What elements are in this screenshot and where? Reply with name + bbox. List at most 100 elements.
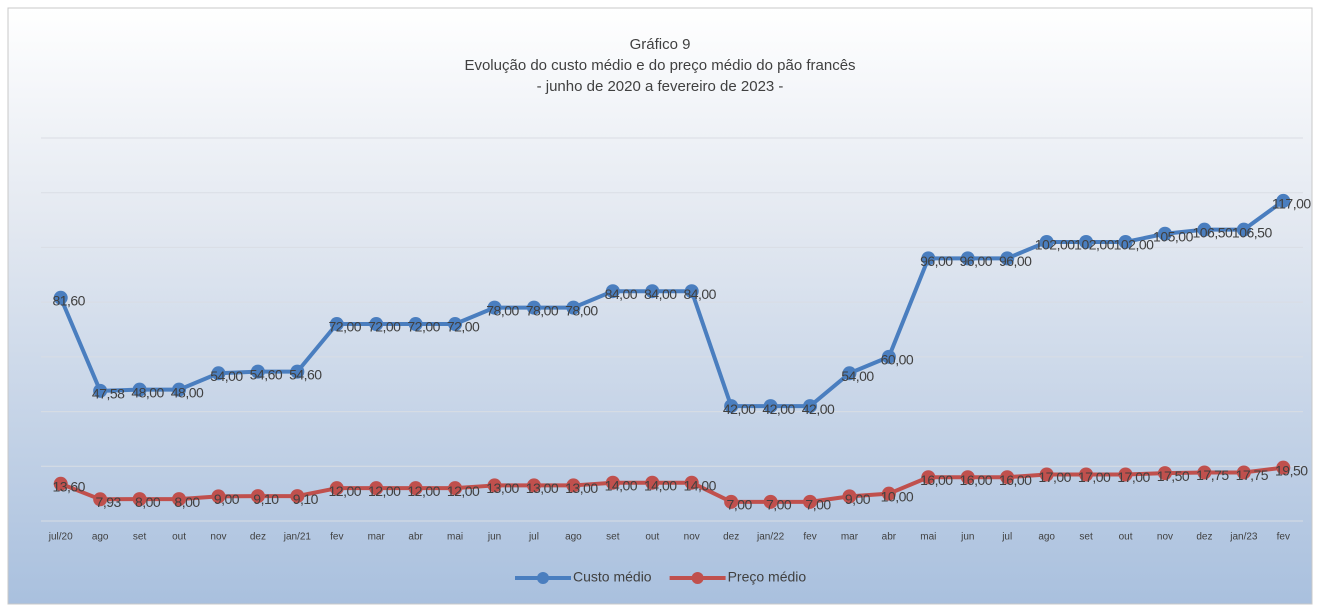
point — [724, 494, 739, 509]
data-label: 72,00 — [447, 319, 480, 335]
point — [53, 290, 68, 305]
data-label: 10,00 — [881, 488, 914, 504]
point — [724, 399, 739, 414]
x-tick-label: nov — [1157, 532, 1173, 543]
data-label: 7,00 — [766, 497, 792, 513]
x-tick-label: fev — [1277, 532, 1290, 543]
x-tick-label: jul — [528, 532, 539, 543]
point — [645, 284, 660, 299]
data-label: 19,50 — [1275, 462, 1308, 478]
point — [1039, 467, 1054, 482]
data-label: 14,00 — [644, 477, 677, 493]
point — [250, 489, 265, 504]
data-label: 9,00 — [214, 491, 240, 507]
data-label: 102,00 — [1035, 237, 1076, 253]
data-label: 105,00 — [1153, 228, 1194, 244]
data-label: 42,00 — [762, 401, 795, 417]
data-label: 7,93 — [96, 494, 122, 510]
point — [250, 364, 265, 379]
data-label: 7,00 — [727, 497, 753, 513]
point — [921, 470, 936, 485]
data-label: 96,00 — [999, 253, 1032, 269]
point — [172, 382, 187, 397]
chart-title: Gráfico 9 — [630, 36, 691, 53]
data-label: 48,00 — [131, 384, 164, 400]
data-label: 17,50 — [1157, 468, 1190, 484]
x-tick-label: jan/23 — [1229, 532, 1258, 543]
point — [93, 383, 108, 398]
x-tick-label: out — [1119, 532, 1133, 543]
point — [369, 317, 384, 332]
data-label: 9,10 — [293, 491, 319, 507]
x-tick-label: set — [606, 532, 620, 543]
data-label: 54,60 — [250, 366, 283, 382]
data-label: 17,75 — [1236, 467, 1269, 483]
point — [1236, 465, 1251, 480]
point — [132, 382, 147, 397]
point — [329, 317, 344, 332]
data-label: 7,00 — [805, 497, 831, 513]
data-label: 81,60 — [52, 292, 85, 308]
data-label: 72,00 — [407, 319, 440, 335]
data-label: 12,00 — [329, 483, 362, 499]
point — [1118, 467, 1133, 482]
point — [448, 481, 463, 496]
x-tick-label: out — [645, 532, 659, 543]
point — [645, 475, 660, 490]
x-tick-label: out — [172, 532, 186, 543]
point — [290, 489, 305, 504]
point — [566, 300, 581, 315]
x-tick-label: mai — [920, 532, 936, 543]
data-label: 47,58 — [92, 386, 125, 402]
data-label: 16,00 — [960, 472, 993, 488]
point — [1197, 222, 1212, 237]
legend-marker — [537, 572, 549, 584]
point — [408, 317, 423, 332]
data-label: 48,00 — [171, 384, 204, 400]
data-label: 42,00 — [802, 401, 835, 417]
data-label: 13,00 — [526, 480, 559, 496]
data-label: 54,00 — [210, 368, 243, 384]
data-label: 17,00 — [1038, 469, 1071, 485]
point — [448, 317, 463, 332]
point — [53, 476, 68, 491]
data-label: 84,00 — [644, 286, 677, 302]
point — [211, 366, 226, 381]
point — [1039, 234, 1054, 249]
x-tick-label: dez — [1196, 532, 1212, 543]
x-tick-label: abr — [408, 532, 423, 543]
x-tick-label: ago — [1038, 532, 1055, 543]
point — [487, 478, 502, 493]
data-label: 12,00 — [368, 483, 401, 499]
data-label: 13,60 — [52, 478, 85, 494]
x-tick-label: mar — [368, 532, 386, 543]
data-label: 96,00 — [960, 253, 993, 269]
x-tick-label: fev — [330, 532, 343, 543]
point — [408, 481, 423, 496]
point — [842, 489, 857, 504]
data-label: 72,00 — [329, 319, 362, 335]
data-label: 84,00 — [605, 286, 638, 302]
point — [526, 478, 541, 493]
x-tick-label: nov — [684, 532, 700, 543]
data-label: 102,00 — [1074, 237, 1115, 253]
x-tick-label: dez — [250, 532, 266, 543]
data-label: 12,00 — [407, 483, 440, 499]
data-label: 78,00 — [526, 302, 559, 318]
data-label: 8,00 — [135, 494, 161, 510]
point — [211, 489, 226, 504]
point — [763, 494, 778, 509]
data-label: 12,00 — [447, 483, 480, 499]
point — [172, 492, 187, 507]
data-label: 102,00 — [1114, 237, 1155, 253]
data-label: 17,00 — [1117, 469, 1150, 485]
legend-label: Preço médio — [728, 569, 807, 585]
point — [93, 492, 108, 507]
x-tick-label: dez — [723, 532, 739, 543]
point — [1276, 193, 1291, 208]
point — [763, 399, 778, 414]
data-label: 14,00 — [605, 477, 638, 493]
point — [960, 470, 975, 485]
point — [1157, 226, 1172, 241]
